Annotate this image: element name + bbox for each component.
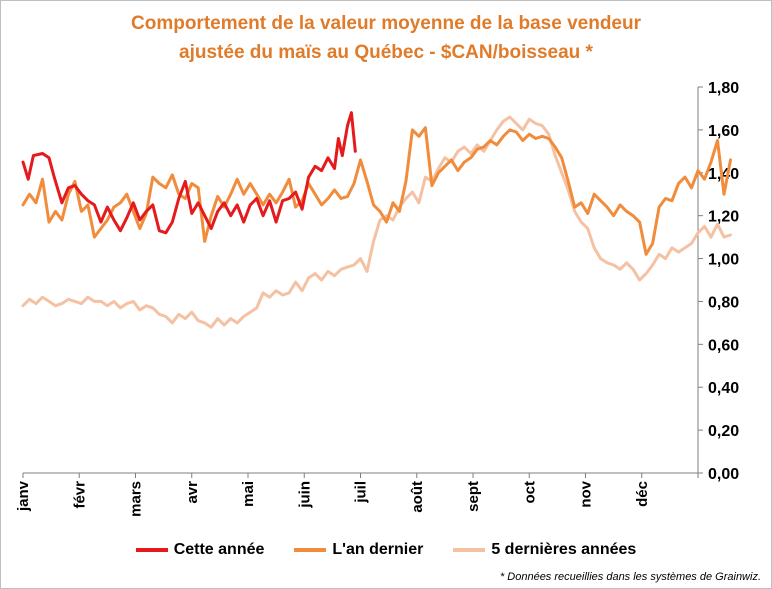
y-tick-label: 0,40 [708,380,739,397]
legend-item: Cette année [135,541,265,559]
x-tick-label: mai [240,481,257,507]
legend-label: 5 dernières années [491,541,637,558]
axes: 0,00 0,20 0,40 0,60 0,80 1,00 1,20 1,40 1,60 1,80… [15,80,739,517]
series-line-cette-ann-e [21,111,357,235]
y-tick-label: 1,00 [708,252,739,269]
x-tick-label: avr [184,481,201,504]
y-tick-label: 1,80 [708,80,739,97]
y-tick-label: 0,80 [708,294,739,311]
x-tick-label: sept [465,481,482,512]
x-tick-label: août [409,481,426,513]
series-line-l-an-dernier [21,126,732,256]
chart-title-line-2: ajustée du maïs au Québec - $CAN/boissea… [179,42,593,63]
y-tick-label: 1,40 [708,166,739,183]
legend-swatch [294,548,327,552]
y-tick-label: 1,20 [708,209,739,226]
x-tick-label: juil [353,481,370,504]
x-tick-label: févr [71,481,88,509]
legend-label: Cette année [173,541,265,558]
y-tick-label: 1,60 [708,123,739,140]
footnote: * Données recueillies dans les systèmes … [499,571,761,583]
series-line-5-derni-res-ann-es [21,115,732,329]
legend-item: 5 dernières années [453,541,636,559]
y-tick-label: 0,00 [708,466,739,483]
chart-title: Comportement de la valeur moyenne de la … [1,9,771,67]
y-tick-label: 0,60 [708,337,739,354]
legend-swatch [135,548,168,552]
x-tick-label: mars [128,481,145,517]
x-tick-label: juin [296,481,313,509]
line-chart: 0,00 0,20 0,40 0,60 0,80 1,00 1,20 1,40 1,60 1,80… [15,80,739,517]
x-tick-label: oct [521,481,538,504]
y-tick-label: 0,20 [708,423,739,440]
legend-label: L'an dernier [332,541,424,558]
chart-title-line-1: Comportement de la valeur moyenne de la … [131,13,641,34]
legend: Cette année L'an dernier 5 dernières année… [1,541,771,559]
legend-item: L'an dernier [294,541,423,559]
x-tick-label: nov [578,480,595,507]
legend-swatch [453,548,486,552]
series-lines [21,111,732,329]
x-tick-label: janv [15,480,32,512]
x-tick-label: déc [634,481,651,507]
